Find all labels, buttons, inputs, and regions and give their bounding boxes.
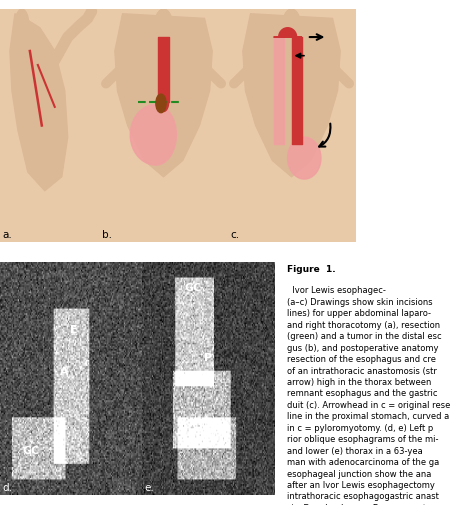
Circle shape — [283, 10, 301, 42]
Polygon shape — [10, 15, 68, 191]
Circle shape — [156, 95, 166, 114]
Text: e.: e. — [145, 482, 155, 492]
Text: GC: GC — [23, 445, 40, 455]
Text: a.: a. — [2, 230, 12, 240]
Text: c.: c. — [230, 230, 239, 240]
Text: GC: GC — [184, 282, 201, 292]
Polygon shape — [115, 15, 212, 177]
Text: Ivor Lewis esophagec-
(a–c) Drawings show skin incisions
lines) for upper abdomi: Ivor Lewis esophagec- (a–c) Drawings sho… — [287, 286, 451, 505]
Circle shape — [155, 10, 173, 42]
Polygon shape — [130, 106, 176, 166]
Text: E: E — [70, 324, 78, 334]
Polygon shape — [288, 138, 321, 180]
Text: d.: d. — [2, 482, 12, 492]
Polygon shape — [243, 15, 340, 177]
Text: b.: b. — [102, 230, 112, 240]
Polygon shape — [273, 29, 302, 38]
Text: Figure  1.: Figure 1. — [287, 265, 336, 274]
Text: P: P — [204, 352, 213, 362]
Circle shape — [15, 10, 29, 42]
Text: D: D — [207, 417, 216, 427]
Text: A: A — [60, 366, 68, 376]
Polygon shape — [158, 103, 169, 112]
